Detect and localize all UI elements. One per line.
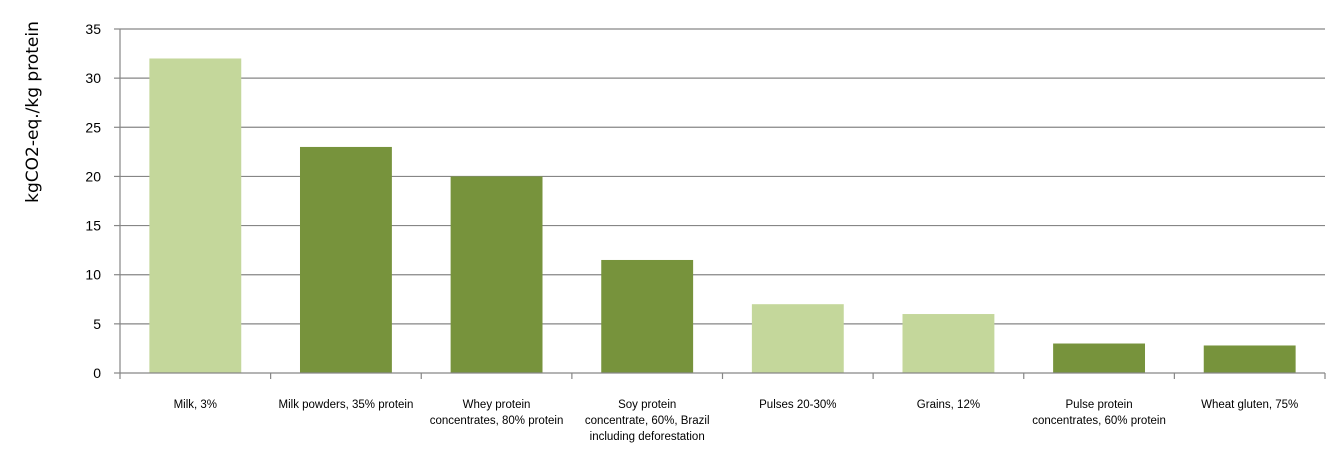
x-category-label-line: concentrate, 60%, Brazil (585, 415, 710, 427)
x-category-label-line: Pulse protein (1066, 399, 1133, 411)
y-tick-label: 15 (85, 218, 101, 234)
x-category-label-line: Whey protein (463, 399, 531, 411)
x-category-label-line: concentrates, 80% protein (430, 415, 564, 427)
x-category-label: Pulse protein concentrates, 60% protein (1032, 399, 1166, 427)
x-category-label: Pulses 20-30% (759, 399, 836, 411)
y-tick-label: 0 (93, 365, 101, 381)
x-category-labels: Milk, 3% Milk powders, 35% protein Whey pr… (174, 399, 1299, 443)
x-category-label-line: concentrates, 60% protein (1032, 415, 1166, 427)
axes (119, 29, 1326, 379)
bar (1053, 343, 1146, 373)
x-category-label: Whey protein concentrates, 80% protein (430, 399, 564, 427)
x-category-label: Milk powders, 35% protein (279, 399, 414, 411)
x-category-label-line: Wheat gluten, 75% (1201, 399, 1298, 411)
bar (751, 304, 844, 373)
bar (450, 176, 543, 373)
x-category-label-line: Milk powders, 35% protein (279, 399, 414, 411)
y-tick-label: 20 (85, 168, 101, 184)
bar (299, 146, 392, 373)
bar (149, 58, 242, 373)
bar (1203, 345, 1296, 373)
y-tick-label: 35 (85, 21, 101, 37)
x-category-label-line: Milk, 3% (174, 399, 217, 411)
x-category-label: Milk, 3% (174, 399, 217, 411)
x-category-label: Grains, 12% (917, 399, 980, 411)
y-tick-label: 30 (85, 70, 101, 86)
x-category-label-line: Pulses 20-30% (759, 399, 836, 411)
y-tick-label: 25 (85, 119, 101, 135)
y-tick-label: 5 (93, 316, 101, 332)
bar (902, 314, 995, 373)
x-category-label: Wheat gluten, 75% (1201, 399, 1298, 411)
x-category-label-line: including deforestation (590, 431, 705, 443)
y-axis-title: kgCO2-eq./kg protein (23, 21, 43, 203)
bar (601, 259, 694, 373)
x-category-label: Soy protein concentrate, 60%, Brazil inclu… (585, 399, 710, 443)
y-tick-labels: 0 5 10 15 20 25 30 35 (85, 21, 101, 381)
x-category-label-line: Soy protein (618, 399, 676, 411)
y-tick-label: 10 (85, 267, 101, 283)
x-category-label-line: Grains, 12% (917, 399, 980, 411)
bars (149, 58, 1296, 373)
gridlines (114, 28, 1325, 374)
